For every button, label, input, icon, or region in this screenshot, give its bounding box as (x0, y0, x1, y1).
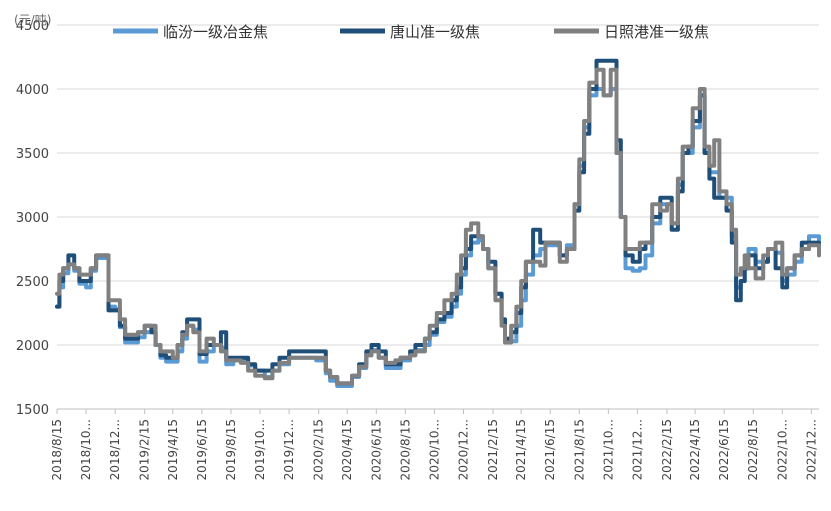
y-axis: 1500 2000 2500 3000 3500 4000 4500 (16, 19, 49, 418)
y-tick-label: 2000 (16, 339, 49, 354)
x-tick-label: 2021/4/15 (514, 419, 528, 481)
legend-label-1: 唐山准一级焦 (390, 23, 480, 41)
series-lines (55, 58, 821, 388)
x-tick-label: 2020/6/15 (369, 419, 383, 481)
x-tick-label: 2019/2/15 (138, 419, 152, 481)
legend-label-0: 临汾一级冶金焦 (163, 23, 268, 41)
y-tick-label: 4500 (16, 19, 49, 34)
x-tick-label: 2022/4/15 (688, 419, 702, 481)
x-tick-label: 2018/8/15 (50, 419, 64, 481)
x-tick-label: 2019/12... (282, 419, 296, 480)
x-tick-label: 2019/6/15 (195, 419, 209, 481)
y-tick-label: 1500 (16, 403, 49, 418)
legend-label-2: 日照港准一级焦 (604, 23, 709, 41)
x-tick-label: 2021/12... (630, 419, 644, 480)
y-tick-label: 3000 (16, 211, 49, 226)
x-tick-label: 2018/10... (79, 419, 93, 480)
x-tick-label: 2022/12... (804, 419, 818, 480)
y-unit-label: (元/吨) (14, 13, 51, 27)
x-tick-label: 2019/8/15 (224, 419, 238, 481)
x-tick-label: 2021/6/15 (543, 419, 557, 481)
x-tick-label: 2021/8/15 (572, 419, 586, 481)
x-tick-label: 2020/10... (427, 419, 441, 480)
x-tick-label: 2019/10... (253, 419, 267, 480)
x-tick-label: 2020/2/15 (312, 419, 326, 481)
x-tick-label: 2020/4/15 (340, 419, 354, 481)
x-tick-label: 2022/8/15 (746, 419, 760, 481)
x-tick-label: 2021/10... (601, 419, 615, 480)
legend: 临汾一级冶金焦 唐山准一级焦 日照港准一级焦 (113, 23, 709, 41)
y-tick-label: 4000 (16, 83, 49, 98)
y-tick-label: 3500 (16, 147, 49, 162)
x-tick-label: 2022/10... (775, 419, 789, 480)
x-tick-label: 2019/4/15 (166, 419, 180, 481)
x-tick-label: 2018/12... (108, 419, 122, 480)
x-axis: 2018/8/15 2018/10... 2018/12... 2019/2/15 20… (50, 408, 819, 481)
series-line-2 (55, 67, 821, 386)
y-tick-label: 2500 (16, 275, 49, 290)
x-tick-label: 2021/2/15 (486, 419, 500, 481)
x-tick-label: 2020/8/15 (398, 419, 412, 481)
x-tick-label: 2020/12... (456, 419, 470, 480)
x-tick-label: 2022/2/15 (660, 419, 674, 481)
x-tick-label: 2022/6/15 (717, 419, 731, 481)
